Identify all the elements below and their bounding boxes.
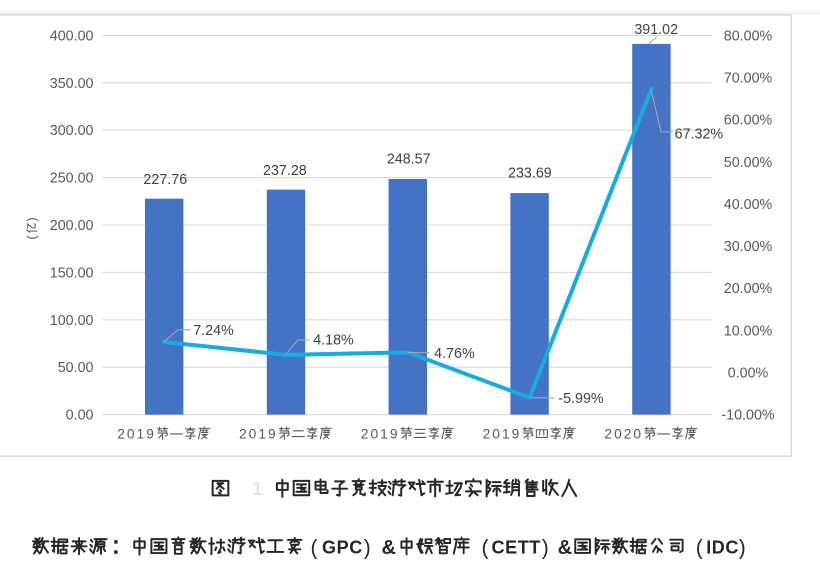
svg-text:4.18%: 4.18% bbox=[313, 333, 354, 349]
svg-text:): ) bbox=[739, 537, 746, 560]
svg-text:-10.00%: -10.00% bbox=[721, 408, 775, 424]
svg-text:(: ( bbox=[696, 537, 703, 560]
svg-text:391.02: 391.02 bbox=[634, 22, 678, 38]
svg-text:200.00: 200.00 bbox=[50, 218, 94, 234]
svg-text:100.00: 100.00 bbox=[50, 313, 94, 329]
svg-text:GPC: GPC bbox=[322, 538, 363, 558]
svg-text:248.57: 248.57 bbox=[387, 152, 431, 168]
svg-text:2019: 2019 bbox=[483, 426, 522, 441]
svg-text:150.00: 150.00 bbox=[50, 265, 94, 281]
svg-text:237.28: 237.28 bbox=[263, 163, 307, 179]
svg-text:233.69: 233.69 bbox=[508, 166, 552, 182]
svg-text:(: ( bbox=[24, 235, 39, 240]
svg-text:(: ( bbox=[311, 537, 318, 560]
svg-text:0.00%: 0.00% bbox=[728, 366, 769, 382]
svg-text:60.00%: 60.00% bbox=[724, 113, 773, 129]
svg-text:&: & bbox=[558, 537, 572, 559]
svg-text:CETT: CETT bbox=[492, 538, 541, 558]
svg-text:&: & bbox=[381, 537, 395, 559]
svg-text:10.00%: 10.00% bbox=[724, 323, 773, 339]
svg-text:250.00: 250.00 bbox=[50, 171, 94, 187]
svg-text:4.76%: 4.76% bbox=[434, 346, 475, 362]
svg-text:350.00: 350.00 bbox=[50, 76, 94, 92]
svg-text:0.00: 0.00 bbox=[66, 408, 94, 424]
svg-text:7.24%: 7.24% bbox=[193, 323, 234, 339]
svg-text:2019: 2019 bbox=[239, 426, 278, 441]
svg-text:30.00%: 30.00% bbox=[724, 239, 773, 255]
svg-text:400.00: 400.00 bbox=[50, 28, 94, 44]
svg-text:40.00%: 40.00% bbox=[724, 197, 773, 213]
svg-text:67.32%: 67.32% bbox=[675, 127, 724, 143]
svg-text:227.76: 227.76 bbox=[143, 172, 187, 188]
svg-text:-5.99%: -5.99% bbox=[558, 391, 604, 407]
svg-text:IDC: IDC bbox=[706, 538, 739, 558]
svg-text:70.00%: 70.00% bbox=[724, 71, 773, 87]
svg-text:80.00%: 80.00% bbox=[724, 28, 773, 44]
svg-text:1: 1 bbox=[252, 479, 262, 499]
svg-text:20.00%: 20.00% bbox=[724, 281, 773, 297]
svg-text:2020: 2020 bbox=[604, 426, 643, 441]
svg-text:): ) bbox=[364, 537, 371, 560]
svg-text:50.00: 50.00 bbox=[58, 360, 94, 376]
svg-text:(: ( bbox=[482, 537, 489, 560]
svg-text:50.00%: 50.00% bbox=[724, 155, 773, 171]
svg-text:2019: 2019 bbox=[117, 426, 156, 441]
svg-text:): ) bbox=[542, 537, 549, 560]
svg-text:): ) bbox=[24, 217, 39, 221]
svg-text:2019: 2019 bbox=[361, 426, 400, 441]
svg-text:300.00: 300.00 bbox=[50, 123, 94, 139]
